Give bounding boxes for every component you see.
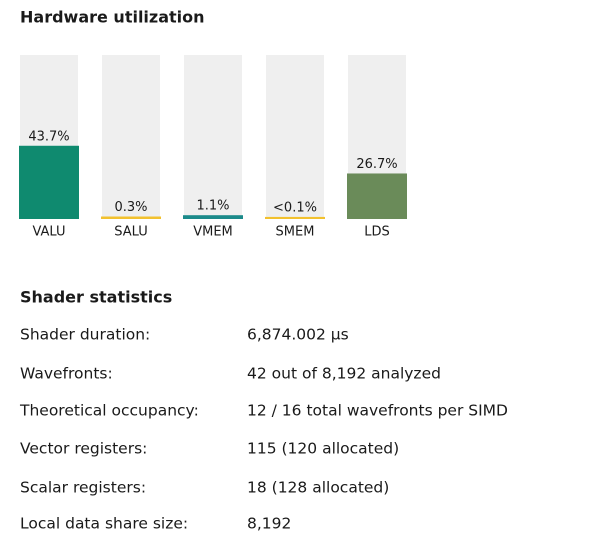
stat-value: 115 (120 allocated) [247, 440, 399, 458]
category-label: SMEM [276, 225, 315, 240]
stat-label: Shader duration: [20, 326, 150, 344]
category-label: SALU [114, 225, 148, 240]
stat-label: Local data share size: [20, 515, 188, 533]
value-label: 0.3% [114, 200, 147, 215]
stat-label: Vector registers: [20, 440, 147, 458]
stat-value: 8,192 [247, 515, 291, 533]
stat-value: 6,874.002 µs [247, 326, 349, 344]
stat-value: 18 (128 allocated) [247, 479, 389, 497]
category-label: VMEM [193, 225, 233, 240]
stat-label: Theoretical occupancy: [19, 402, 199, 420]
value-label: 26.7% [356, 157, 397, 172]
bar [347, 173, 407, 220]
bar-track [102, 55, 160, 218]
category-label: VALU [32, 225, 65, 240]
section-title: Hardware utilization [20, 8, 205, 27]
category-label: LDS [364, 225, 390, 240]
bar-track [184, 55, 242, 218]
stat-label: Wavefronts: [20, 365, 113, 383]
stat-value: 12 / 16 total wavefronts per SIMD [247, 402, 508, 420]
stat-label: Scalar registers: [20, 479, 146, 497]
bar-track [266, 55, 324, 218]
value-label: <0.1% [273, 200, 317, 215]
section-title: Shader statistics [20, 288, 172, 307]
value-label: 1.1% [196, 199, 229, 214]
value-label: 43.7% [28, 129, 69, 144]
stat-value: 42 out of 8,192 analyzed [247, 365, 441, 383]
bar [183, 215, 243, 220]
bar [19, 145, 79, 219]
